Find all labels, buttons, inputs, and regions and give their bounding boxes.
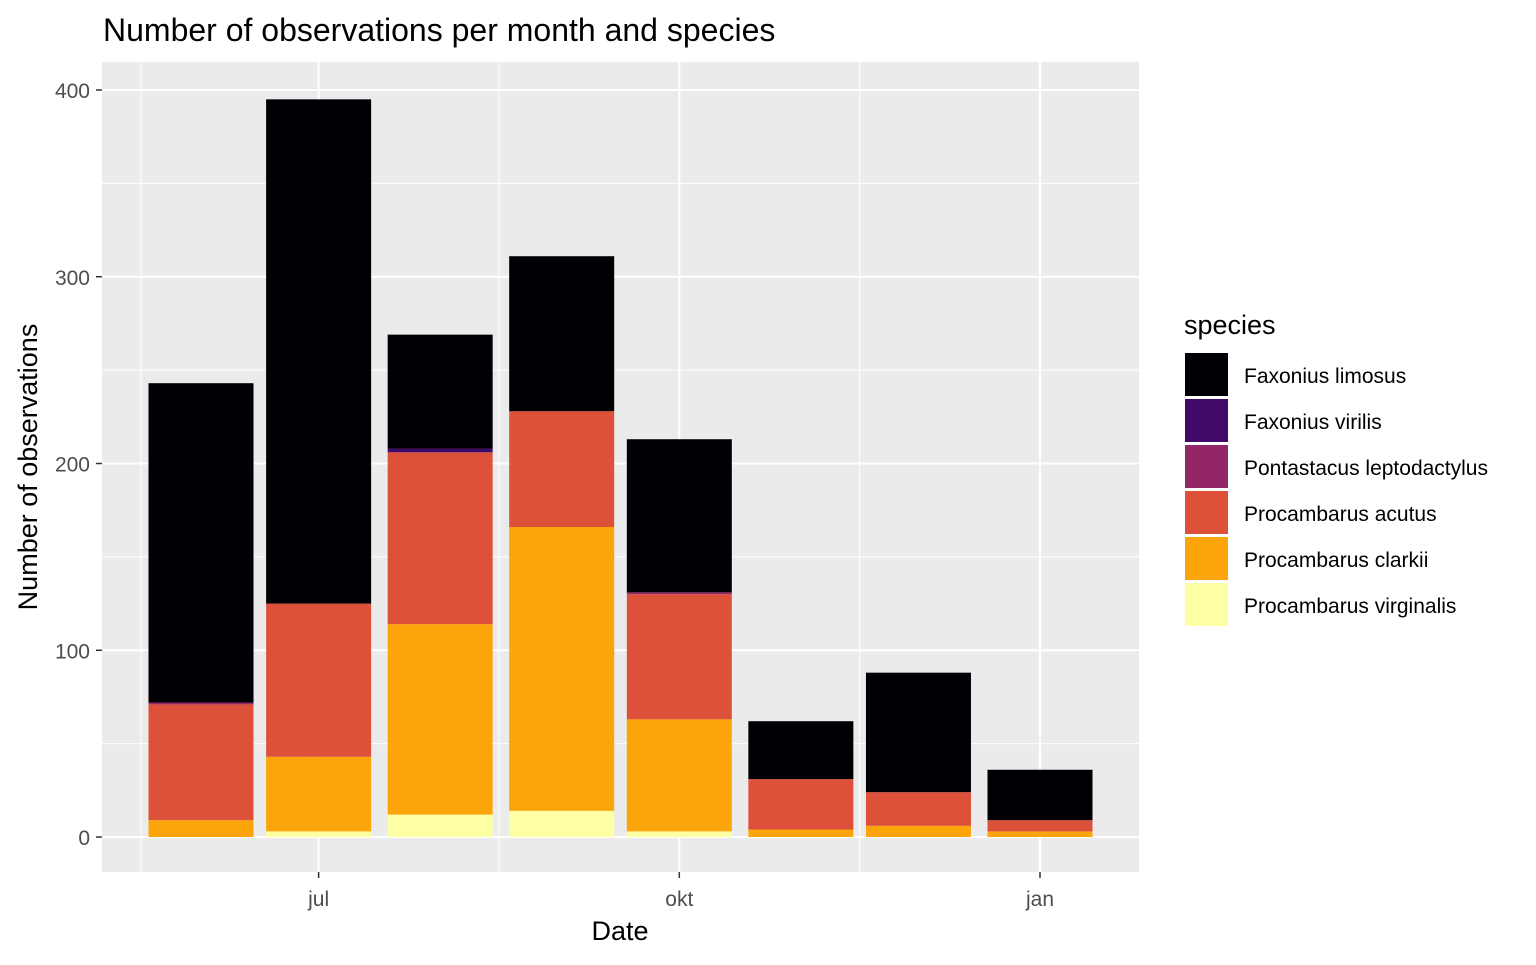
bar-segment (748, 779, 854, 830)
legend-key (1185, 353, 1228, 396)
bar-segment (509, 526, 615, 811)
bar-segment (148, 704, 254, 821)
bar-segment (865, 672, 971, 793)
y-tick-label: 400 (55, 80, 90, 103)
legend-key (1185, 399, 1228, 442)
bar-segment (626, 719, 732, 832)
y-axis-label: Number of observations (13, 324, 43, 611)
bar-segment (865, 825, 971, 837)
bar-segment (626, 831, 732, 837)
bar-segment (148, 383, 254, 703)
legend-label: Procambarus acutus (1244, 503, 1437, 526)
bar-segment (148, 820, 254, 837)
bar-segment (266, 603, 372, 757)
bar-segment (626, 594, 732, 720)
bar-segment (266, 99, 372, 604)
legend-label: Procambarus virginalis (1244, 595, 1456, 618)
legend-label: Procambarus clarkii (1244, 549, 1428, 572)
legend-key (1185, 583, 1228, 626)
bar-segment (387, 448, 493, 453)
bar-segment (626, 592, 732, 595)
bar-segment (387, 334, 493, 449)
legend-label: Pontastacus leptodactylus (1244, 457, 1488, 480)
bar-segment (387, 814, 493, 837)
y-axis: 0 100 200 300 400 (55, 80, 102, 850)
bar-segment (987, 769, 1093, 821)
y-tick-label: 0 (78, 827, 90, 850)
bar-segment (509, 256, 615, 412)
bar-segment (865, 792, 971, 826)
legend-key (1185, 491, 1228, 534)
y-tick-label: 200 (55, 454, 90, 477)
x-tick-label: jul (307, 888, 329, 911)
bar-segment (748, 721, 854, 780)
bars (148, 99, 1093, 837)
chart-title: Number of observations per month and spe… (103, 12, 775, 48)
bar-segment (148, 702, 254, 705)
legend: species Faxonius limosus Faxonius virilis… (1184, 310, 1488, 626)
bar-segment (748, 829, 854, 837)
legend-key (1185, 445, 1228, 488)
legend-key (1185, 537, 1228, 580)
bar-segment (266, 831, 372, 837)
legend-label: Faxonius virilis (1244, 411, 1382, 434)
bar-segment (626, 439, 732, 593)
legend-title: species (1184, 310, 1276, 340)
bar-segment (509, 411, 615, 527)
x-axis-label: Date (591, 916, 648, 946)
bar-segment (387, 452, 493, 625)
x-tick-label: jan (1025, 888, 1054, 911)
bar-segment (266, 756, 372, 832)
legend-label: Faxonius limosus (1244, 365, 1406, 388)
bar-segment (987, 831, 1093, 837)
bar-segment (987, 820, 1093, 832)
y-tick-label: 300 (55, 267, 90, 290)
bar-segment (387, 624, 493, 815)
bar-segment (509, 810, 615, 837)
x-axis: jul okt jan (307, 872, 1054, 911)
y-tick-label: 100 (55, 640, 90, 663)
x-tick-label: okt (665, 888, 693, 911)
